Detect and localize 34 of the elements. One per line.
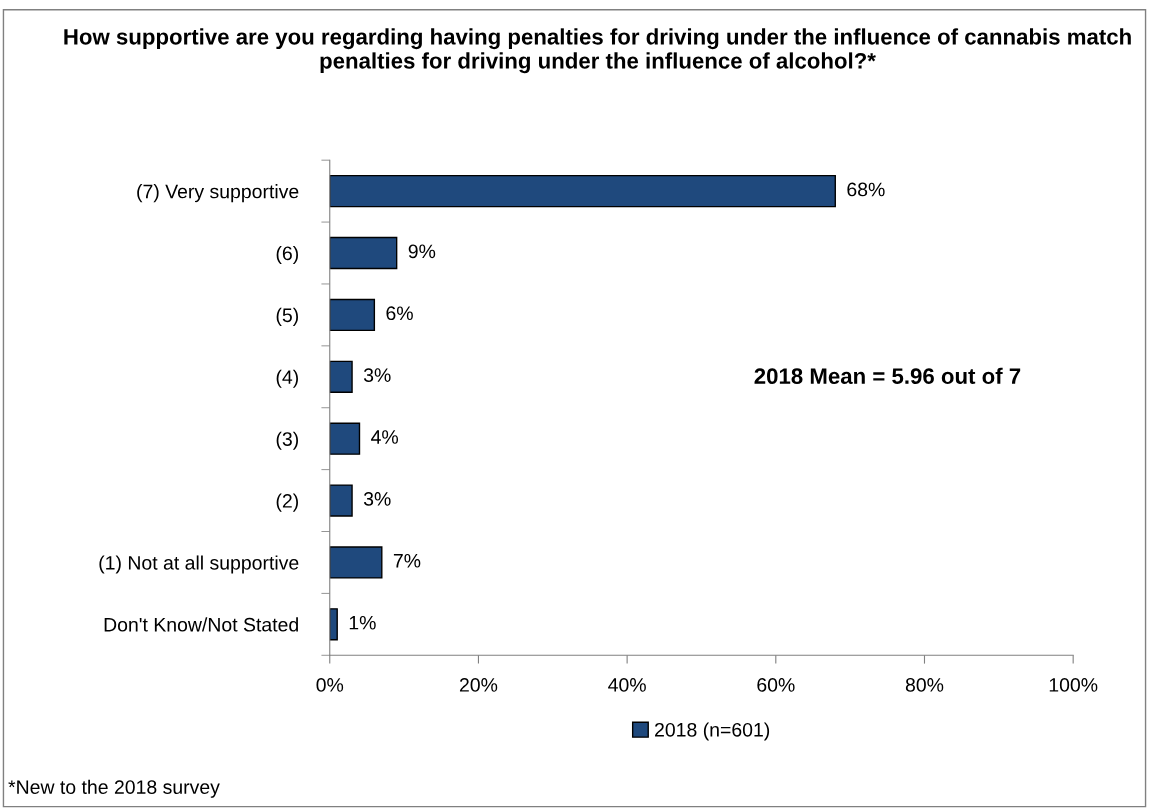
data-label: 68% <box>847 182 885 197</box>
bar <box>329 546 383 579</box>
y-tick-label: (7) Very supportive <box>137 184 299 203</box>
bar <box>329 608 338 641</box>
x-tick-label: 60% <box>757 678 795 692</box>
chart-title: How supportive are you regarding having penalties for driving under the influence of cannabis match penalties for driving under the influence of alcohol?* <box>64 28 1131 74</box>
bar <box>329 422 361 455</box>
y-tick-label: Don't Know/Not Stated <box>104 617 298 632</box>
y-tick-label: (5) <box>276 307 298 326</box>
y-tick-label: (1) Not at all supportive <box>99 555 299 574</box>
y-tick-label: (2) <box>276 493 298 512</box>
legend-label: 2018 (n=601) <box>655 722 770 741</box>
x-tick-label: 20% <box>459 678 498 692</box>
y-tick-label: (4) <box>276 369 298 388</box>
annotation: 2018 Mean = 5.96 out of 7 <box>754 367 1021 384</box>
data-label: 3% <box>363 492 391 506</box>
x-tick-label: 80% <box>905 678 944 692</box>
bar <box>329 484 353 517</box>
bar <box>329 360 353 393</box>
data-label: 3% <box>363 368 391 383</box>
y-tick-label: (6) <box>276 245 298 265</box>
x-tick-label: 0% <box>316 678 344 692</box>
x-tick-label: 100% <box>1049 678 1098 692</box>
bar <box>329 298 376 332</box>
bar <box>329 174 836 208</box>
data-label: 9% <box>408 244 436 259</box>
x-tick-label: 40% <box>608 678 646 692</box>
data-label: 7% <box>393 553 421 568</box>
data-label: 4% <box>371 430 399 444</box>
bar <box>329 236 398 270</box>
text: *New to the 2018 survey <box>8 779 220 798</box>
data-label: 6% <box>386 306 413 321</box>
y-tick-label: (3) <box>276 431 298 450</box>
data-label: 1% <box>349 615 376 630</box>
